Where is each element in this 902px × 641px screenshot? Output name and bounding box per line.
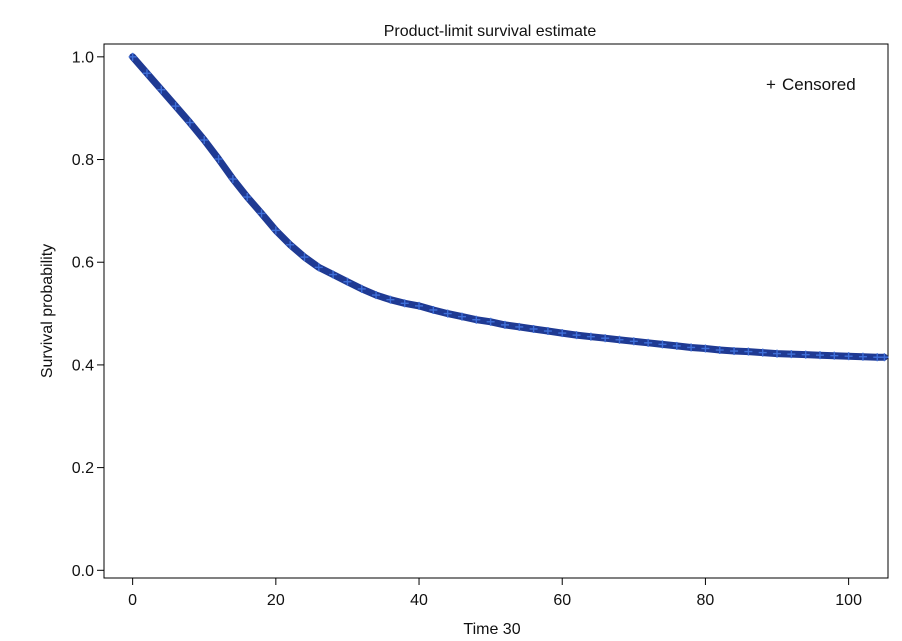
censored-point bbox=[543, 327, 552, 336]
censored-point bbox=[372, 291, 381, 300]
censored-point bbox=[243, 193, 252, 202]
censored-point bbox=[472, 315, 481, 324]
censored-point bbox=[443, 309, 452, 318]
censored-point bbox=[858, 352, 867, 361]
censored-point bbox=[629, 337, 638, 346]
censored-point bbox=[228, 175, 237, 184]
censored-point bbox=[615, 335, 624, 344]
censored-point bbox=[873, 353, 882, 362]
censored-point bbox=[572, 331, 581, 340]
censored-point bbox=[314, 263, 323, 272]
y-axis: 0.0 0.2 0.4 0.6 0.8 1.0 bbox=[72, 49, 104, 580]
x-tick-label: 100 bbox=[835, 592, 862, 609]
x-axis: 0 20 40 60 80 100 bbox=[128, 578, 862, 609]
legend-marker-censored: + bbox=[766, 75, 776, 94]
censored-point bbox=[257, 209, 266, 218]
x-tick-label: 80 bbox=[697, 592, 715, 609]
censored-point bbox=[357, 284, 366, 293]
censored-point bbox=[558, 329, 567, 338]
censored-point bbox=[214, 155, 223, 164]
x-tick-label: 0 bbox=[128, 592, 137, 609]
censored-point bbox=[286, 240, 295, 249]
censored-point bbox=[415, 301, 424, 310]
censored-point bbox=[830, 351, 839, 360]
censored-point bbox=[343, 277, 352, 286]
legend-label-censored: Censored bbox=[782, 75, 856, 94]
censored-point bbox=[601, 334, 610, 343]
censored-point bbox=[744, 347, 753, 356]
y-tick-label: 0.8 bbox=[72, 152, 94, 169]
legend: + Censored bbox=[766, 75, 856, 94]
x-tick-label: 20 bbox=[267, 592, 285, 609]
censored-point bbox=[672, 341, 681, 350]
y-tick-label: 0.6 bbox=[72, 255, 94, 272]
censored-point bbox=[658, 340, 667, 349]
censored-point bbox=[171, 102, 180, 111]
censored-point bbox=[701, 344, 710, 353]
censored-point bbox=[500, 320, 509, 329]
censored-point bbox=[457, 312, 466, 321]
censored-point bbox=[142, 69, 151, 78]
censored-point bbox=[300, 253, 309, 262]
censored-point bbox=[157, 85, 166, 94]
survival-series bbox=[128, 52, 889, 362]
censored-point bbox=[429, 305, 438, 314]
censored-point bbox=[880, 353, 889, 362]
censored-point bbox=[515, 322, 524, 331]
y-axis-title: Survival probability bbox=[39, 244, 56, 378]
censored-point bbox=[844, 352, 853, 361]
x-tick-label: 60 bbox=[553, 592, 571, 609]
censored-point bbox=[815, 351, 824, 360]
censored-point bbox=[128, 52, 137, 61]
censored-point bbox=[271, 226, 280, 235]
censored-point bbox=[185, 118, 194, 127]
y-tick-label: 1.0 bbox=[72, 49, 94, 66]
censored-point bbox=[586, 332, 595, 341]
censored-point bbox=[773, 349, 782, 358]
censored-point bbox=[529, 324, 538, 333]
y-tick-label: 0.0 bbox=[72, 563, 94, 580]
censored-point bbox=[730, 347, 739, 356]
censored-point bbox=[200, 136, 209, 145]
censored-point bbox=[687, 343, 696, 352]
chart-title: Product-limit survival estimate bbox=[384, 23, 597, 40]
censored-point bbox=[787, 350, 796, 359]
y-tick-label: 0.4 bbox=[72, 357, 94, 374]
y-tick-label: 0.2 bbox=[72, 460, 94, 477]
x-tick-label: 40 bbox=[410, 592, 428, 609]
censored-point bbox=[486, 317, 495, 326]
censored-point bbox=[400, 299, 409, 308]
censored-point bbox=[758, 348, 767, 357]
censored-point bbox=[715, 346, 724, 355]
x-axis-title: Time 30 bbox=[463, 621, 520, 638]
censored-point bbox=[801, 350, 810, 359]
censored-point bbox=[386, 295, 395, 304]
plot-frame bbox=[103, 43, 889, 579]
censored-point bbox=[329, 270, 338, 279]
censored-point bbox=[644, 338, 653, 347]
